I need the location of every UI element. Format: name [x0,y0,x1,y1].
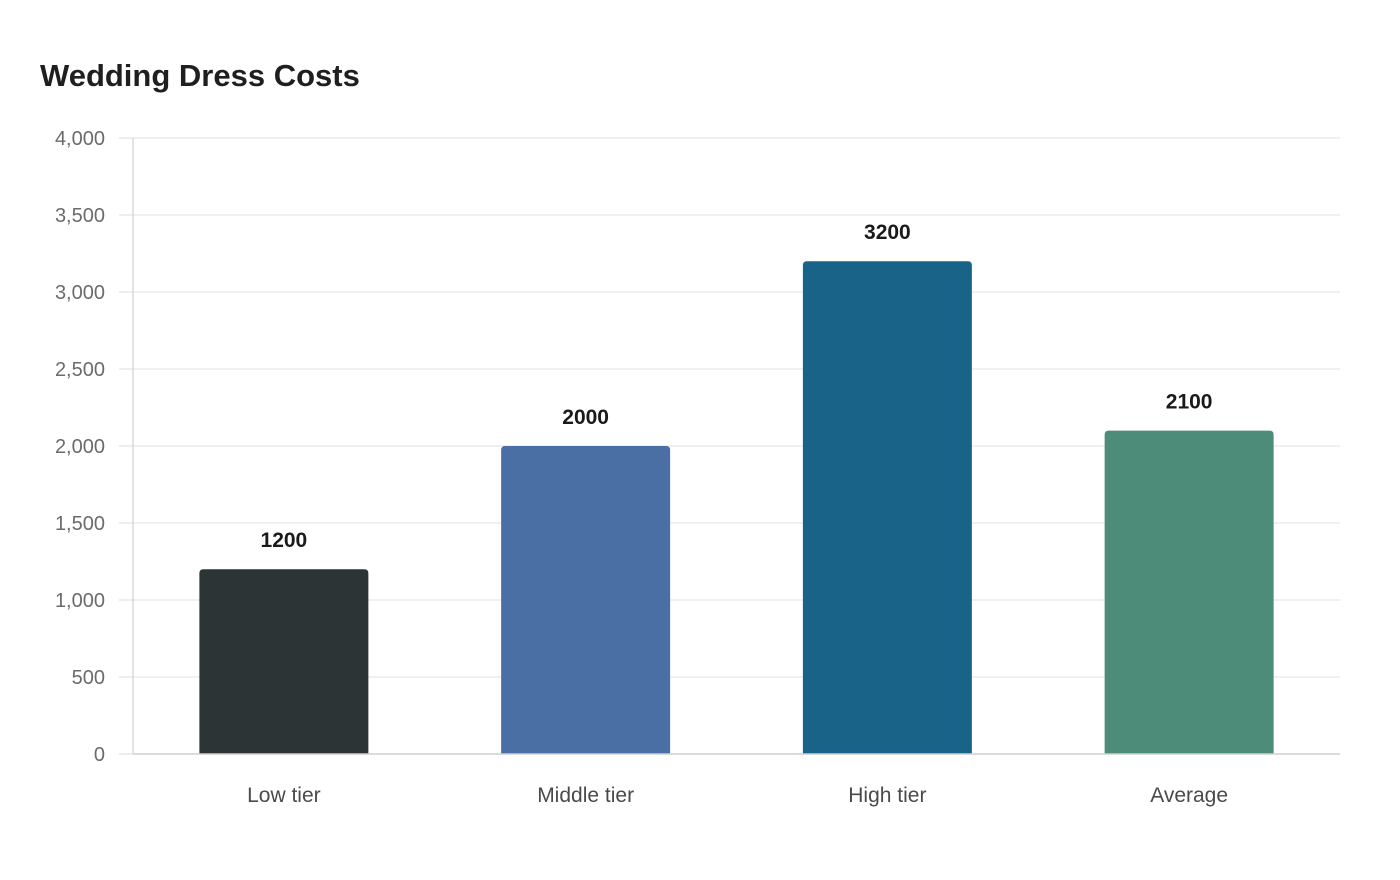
y-tick-label: 4,000 [55,128,105,150]
y-tick-label: 3,500 [55,205,105,227]
y-tick-label: 2,000 [55,436,105,458]
bar-value-label: 3200 [864,221,911,244]
bar-value-label: 2000 [562,406,609,429]
bar-value-label: 2100 [1166,391,1213,414]
y-tick-label: 500 [72,667,105,689]
y-tick-label: 2,500 [55,359,105,381]
bar [1104,430,1274,754]
x-category-label: Low tier [247,784,321,807]
bar-value-label: 1200 [261,529,308,552]
bar [501,446,671,754]
y-tick-label: 1,500 [55,513,105,535]
x-category-label: Average [1150,784,1228,807]
bar [802,261,972,754]
x-category-label: High tier [848,784,926,807]
x-category-label: Middle tier [537,784,634,807]
chart-title: Wedding Dress Costs [40,58,360,93]
y-tick-label: 1,000 [55,590,105,612]
y-tick-label: 0 [94,744,105,766]
y-tick-label: 3,000 [55,282,105,304]
bar [199,569,369,754]
